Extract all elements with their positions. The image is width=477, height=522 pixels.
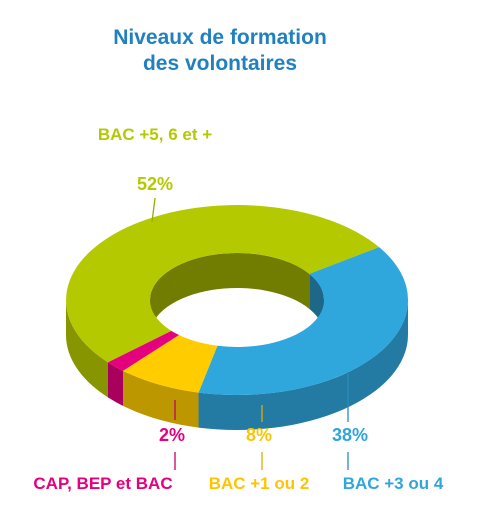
slice-bac-5-6-et — [66, 205, 380, 363]
chart-title-line-2: des volontaires — [143, 52, 297, 75]
value-label-bac5: 52% — [137, 174, 173, 194]
slice-cap-bep-et-bac — [107, 330, 180, 371]
slice-labels: BAC +5, 6 et + 52% 38% BAC +3 ou 4 8% BA… — [33, 125, 443, 493]
outer-wall-bac-5-6-et — [66, 300, 108, 398]
outer-wall-cap-bep-et-bac — [107, 362, 124, 406]
leader-lines — [151, 197, 349, 470]
chart-title-line-1: Niveaux de formation — [113, 26, 327, 49]
category-label-cap: CAP, BEP et BAC — [33, 474, 172, 493]
value-label-bac3: 38% — [332, 425, 368, 445]
slice-bac-3-ou-4 — [198, 247, 409, 396]
category-label-bac5: BAC +5, 6 et + — [98, 125, 212, 144]
donut-sides — [66, 252, 408, 431]
value-label-bac1: 8% — [246, 425, 272, 445]
outer-wall-bac-3-ou-4 — [198, 300, 408, 431]
donut-tops — [66, 205, 409, 396]
slice-bac-1-ou-2 — [123, 335, 218, 393]
leader-line-bac-5-6-et — [151, 197, 156, 223]
category-label-bac1: BAC +1 ou 2 — [209, 474, 310, 493]
chart-title: Niveaux de formation des volontaires — [113, 26, 327, 75]
category-label-bac3: BAC +3 ou 4 — [343, 474, 444, 493]
inner-wall-bac-5-6-et — [150, 252, 310, 335]
value-label-cap: 2% — [159, 425, 185, 445]
outer-wall-bac-1-ou-2 — [123, 370, 199, 428]
